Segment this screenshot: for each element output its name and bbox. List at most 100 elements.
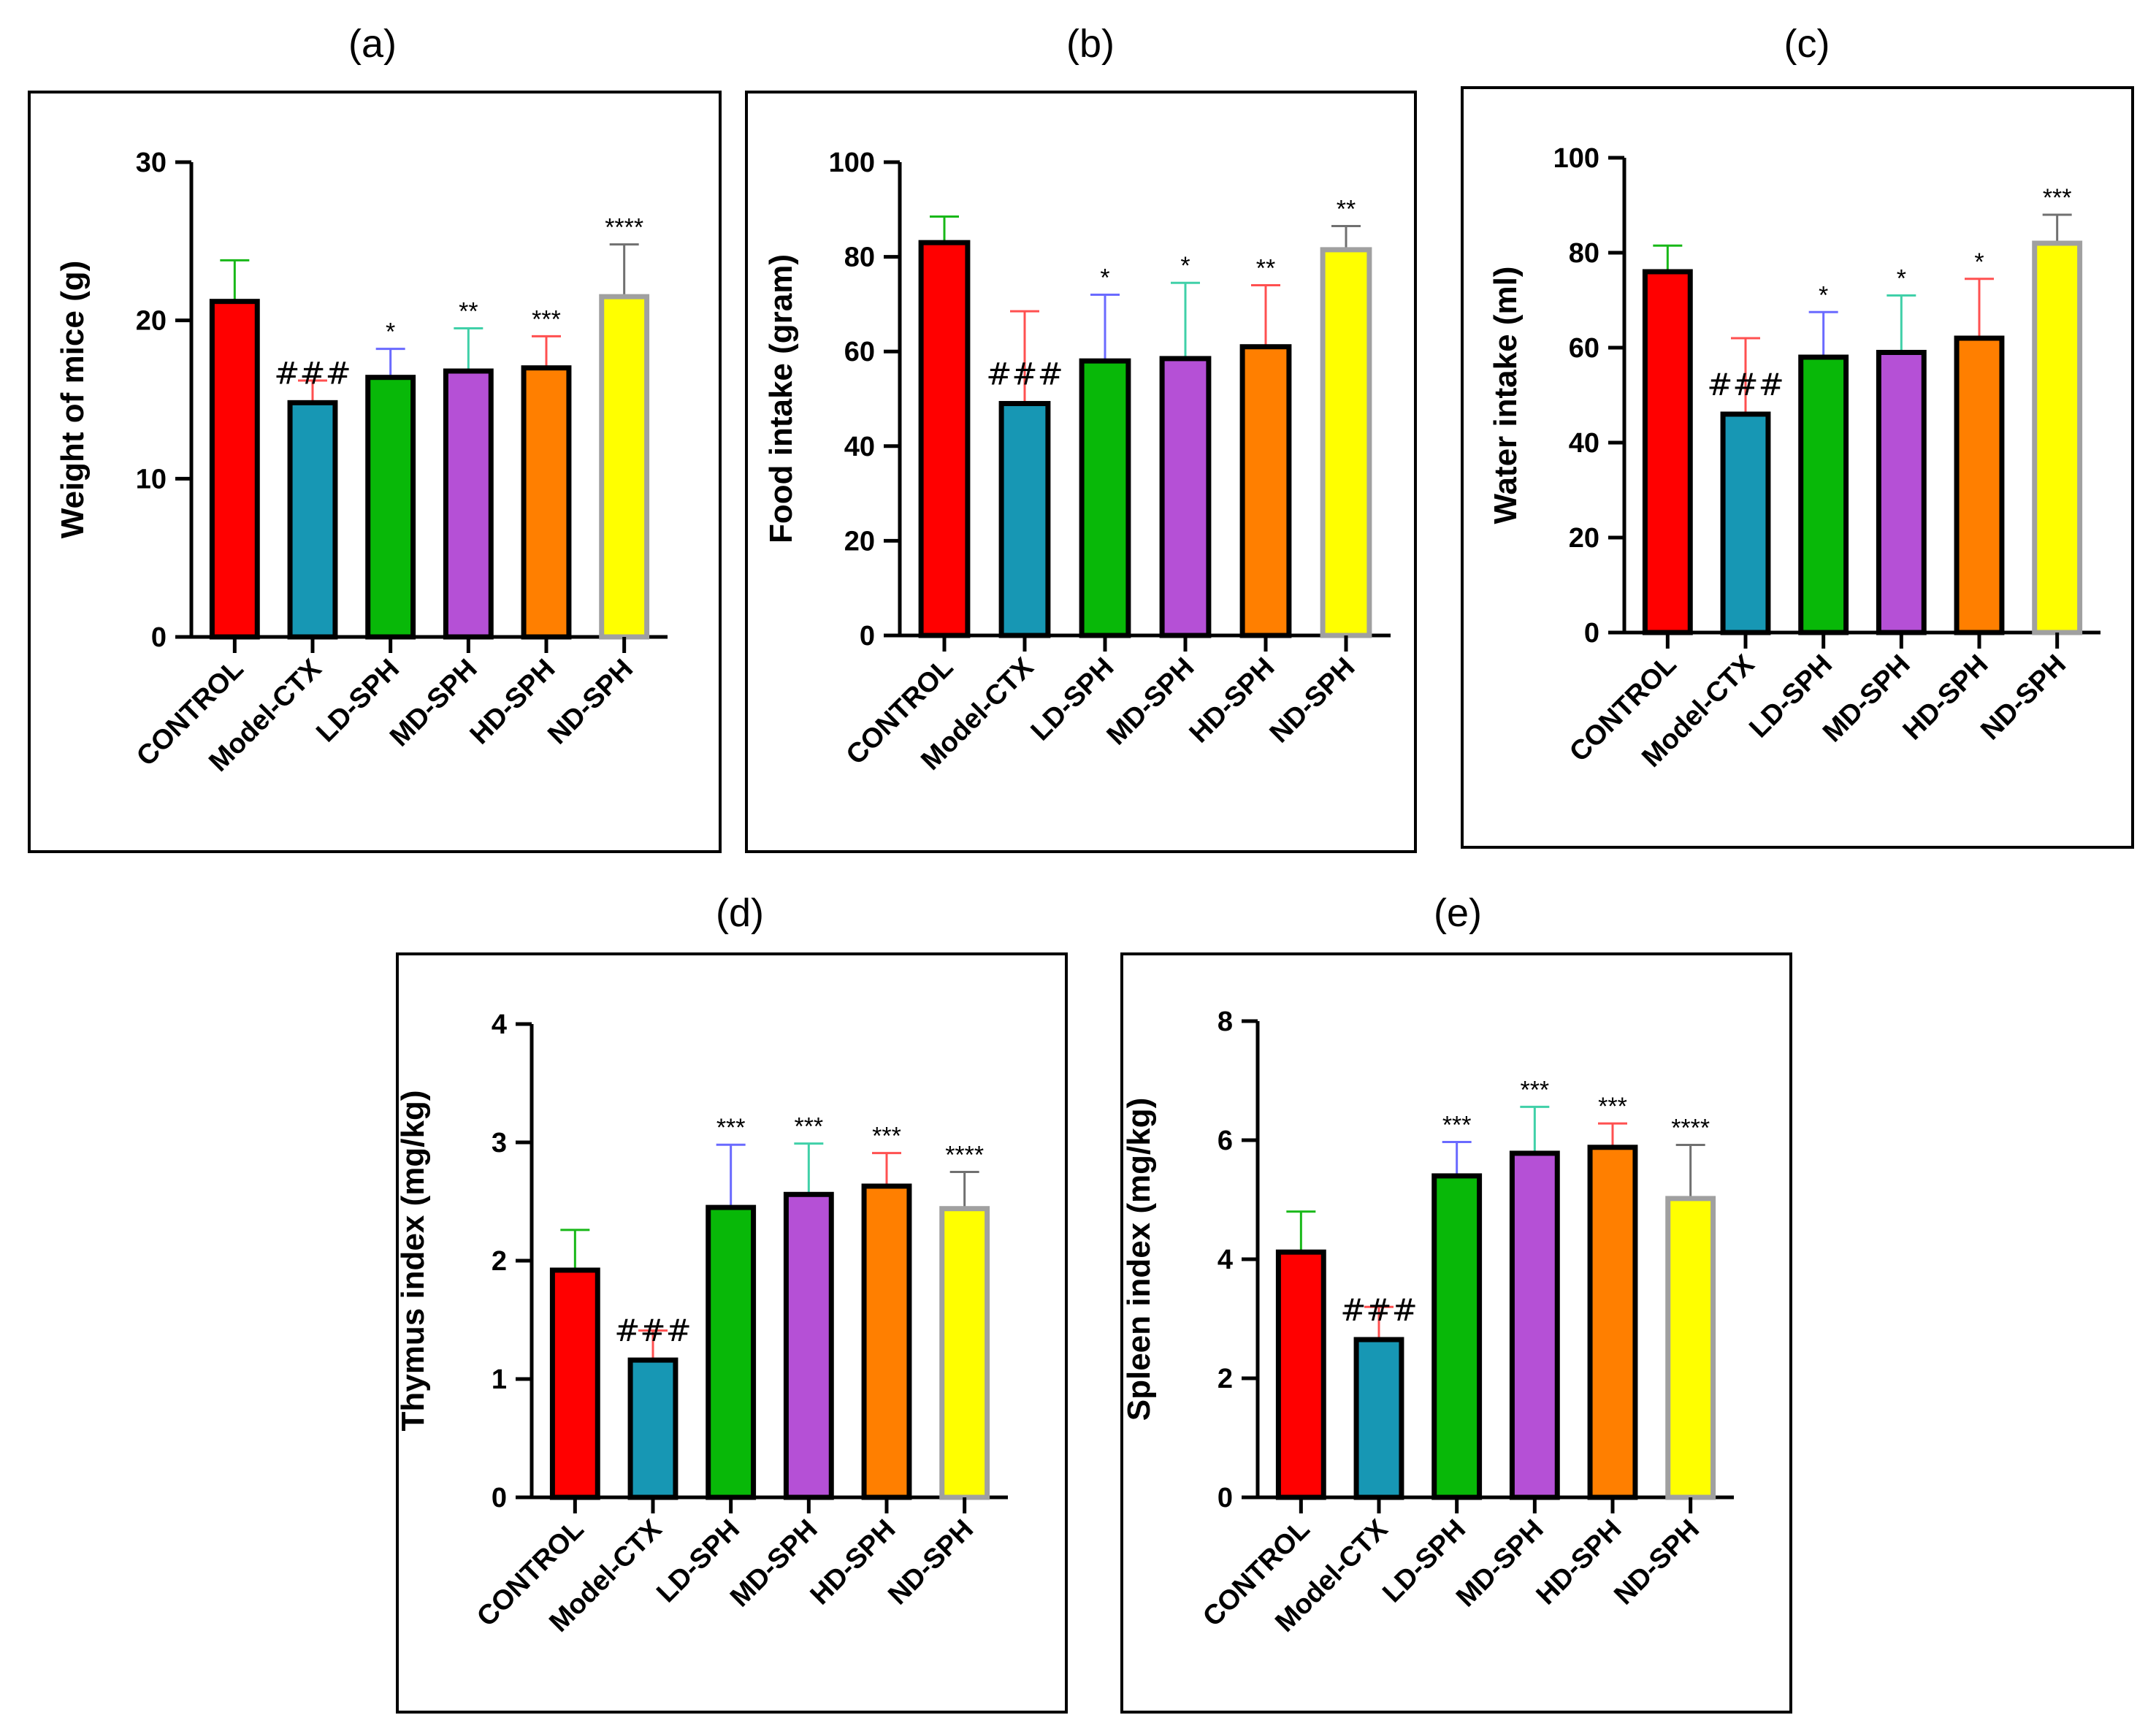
bar-control (1275, 1249, 1326, 1500)
significance-label: *** (872, 1123, 901, 1150)
y-tick-label: 60 (844, 337, 875, 367)
significance-label: ** (459, 298, 478, 326)
y-tick-label: 4 (1217, 1245, 1233, 1275)
significance-label: *** (716, 1114, 746, 1142)
significance-label: *** (532, 305, 561, 333)
bar-nd-sph (1665, 1196, 1716, 1500)
y-tick-label: 0 (151, 622, 167, 653)
x-tick-label: HD-SPH (1897, 649, 1995, 746)
bar-nd-sph (2032, 240, 2083, 635)
bar-hd-sph (1954, 335, 2005, 635)
y-tick-label: 4 (492, 1009, 507, 1040)
bar-ld-sph (1798, 354, 1849, 635)
bar-md-sph (1876, 350, 1927, 635)
significance-label: * (1100, 264, 1109, 291)
x-tick-label: ND-SPH (1975, 649, 2072, 746)
bar-hd-sph (861, 1183, 912, 1500)
significance-label: **** (1671, 1115, 1710, 1142)
x-tick-label: ND-SPH (1264, 652, 1361, 749)
bar-control (1642, 269, 1693, 635)
bar-ld-sph (706, 1204, 757, 1500)
bar-nd-sph (1320, 247, 1372, 638)
y-tick-label: 40 (844, 432, 875, 462)
significance-label: **** (945, 1142, 984, 1169)
bar-model-ctx (627, 1357, 678, 1500)
significance-label: ### (1707, 367, 1784, 402)
panel-c-label: (c) (1784, 22, 1830, 66)
y-tick-label: 0 (1217, 1483, 1233, 1513)
bar-control (918, 240, 971, 638)
panel-e-frame (1120, 952, 1792, 1714)
x-tick-label: HD-SPH (805, 1514, 902, 1611)
panel-c-frame (1461, 86, 2134, 849)
bar-md-sph (783, 1191, 834, 1500)
y-tick-label: 2 (492, 1246, 507, 1277)
significance-label: * (1819, 281, 1828, 309)
y-tick-label: 30 (136, 148, 167, 178)
y-axis-label: Thymus index (mg/kg) (395, 1091, 431, 1432)
y-tick-label: 1 (492, 1364, 507, 1395)
bar-ld-sph (365, 375, 416, 640)
significance-label: ### (1340, 1292, 1418, 1328)
significance-label: * (1974, 248, 1984, 276)
y-tick-label: 0 (492, 1483, 507, 1513)
x-tick-label: HD-SPH (1531, 1514, 1628, 1611)
significance-label: *** (1442, 1111, 1472, 1139)
bar-model-ctx (1720, 411, 1771, 635)
panel-d-frame (396, 952, 1068, 1714)
y-tick-label: 20 (136, 306, 167, 337)
y-tick-label: 3 (492, 1128, 507, 1158)
y-tick-label: 80 (844, 242, 875, 273)
significance-label: * (1180, 252, 1190, 280)
bar-ld-sph (1079, 358, 1131, 638)
bar-model-ctx (1353, 1337, 1404, 1500)
panel-e-label: (e) (1434, 891, 1482, 935)
y-tick-label: 2 (1217, 1364, 1233, 1394)
y-axis-label: Water intake (ml) (1488, 267, 1524, 524)
y-tick-label: 20 (1569, 523, 1599, 554)
x-tick-label: HD-SPH (465, 654, 562, 751)
x-tick-label: ND-SPH (542, 654, 639, 751)
y-tick-label: 40 (1569, 428, 1599, 459)
y-axis-label: Food intake (gram) (763, 254, 799, 543)
bar-hd-sph (1587, 1145, 1638, 1500)
panel-b-frame (745, 91, 1417, 853)
bar-nd-sph (599, 294, 650, 640)
bar-model-ctx (287, 400, 338, 640)
y-axis-label: Weight of mice (g) (55, 261, 91, 539)
significance-label: *** (2043, 184, 2072, 212)
x-tick-label: MD-SPH (1817, 649, 1916, 749)
bar-ld-sph (1431, 1173, 1483, 1500)
y-tick-label: 0 (1584, 618, 1599, 649)
x-tick-label: HD-SPH (1184, 652, 1281, 749)
y-tick-label: 20 (844, 526, 875, 557)
bar-model-ctx (998, 400, 1051, 638)
bar-nd-sph (939, 1206, 990, 1500)
y-tick-label: 0 (860, 621, 875, 652)
significance-label: * (1897, 265, 1906, 293)
bar-control (549, 1267, 600, 1500)
x-tick-label: MD-SPH (725, 1514, 824, 1613)
bar-md-sph (1159, 356, 1212, 638)
y-tick-label: 10 (136, 464, 167, 494)
significance-label: ** (1256, 254, 1275, 282)
significance-label: ** (1337, 195, 1356, 223)
bar-md-sph (1509, 1150, 1560, 1500)
significance-label: * (386, 318, 395, 346)
y-tick-label: 100 (1553, 143, 1599, 174)
x-tick-label: ND-SPH (1608, 1514, 1705, 1611)
significance-label: ### (274, 355, 351, 391)
y-tick-label: 100 (829, 148, 875, 178)
bar-control (209, 299, 260, 640)
panel-a-label: (a) (348, 22, 397, 66)
significance-label: *** (1598, 1093, 1627, 1120)
bar-md-sph (443, 368, 494, 640)
y-axis-label: Spleen index (mg/kg) (1121, 1098, 1157, 1421)
y-tick-label: 8 (1217, 1007, 1233, 1037)
significance-label: *** (1520, 1076, 1549, 1104)
x-tick-label: MD-SPH (1450, 1514, 1550, 1613)
panel-b-label: (b) (1066, 22, 1115, 66)
